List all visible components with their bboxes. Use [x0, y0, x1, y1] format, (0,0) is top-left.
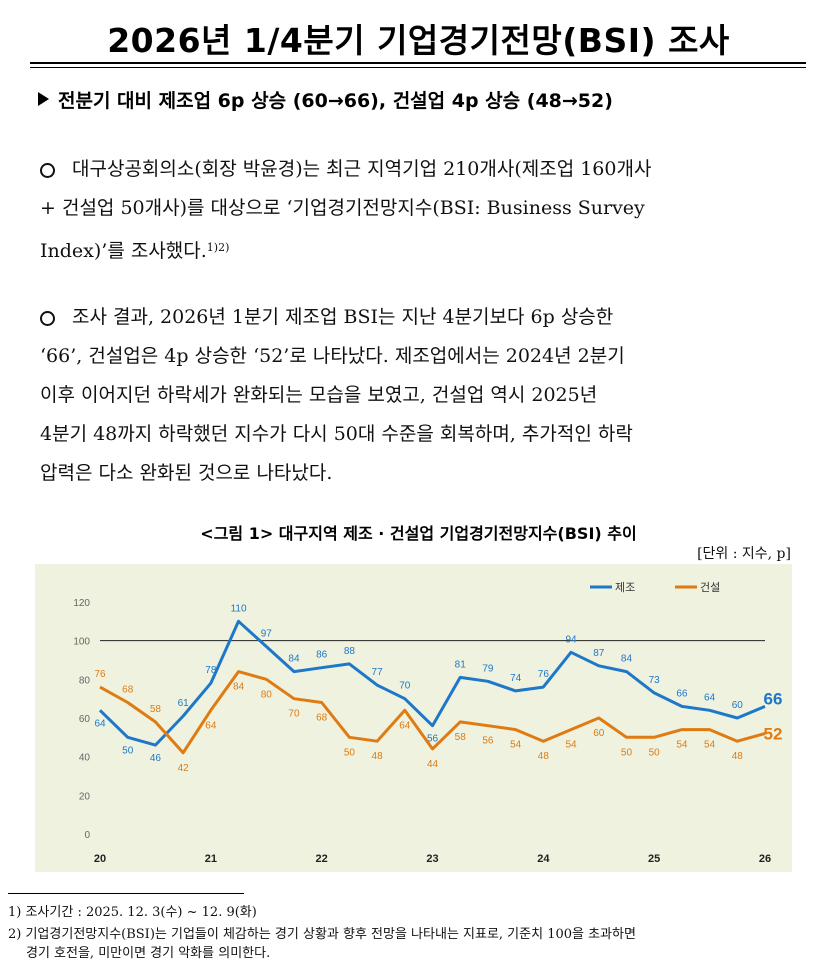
circle-bullet-icon — [40, 163, 55, 178]
footnote-2: 2) 기업경기전망지수(BSI)는 기업들이 체감하는 경기 상황과 향후 전망… — [8, 925, 636, 963]
data-label: 52 — [764, 724, 783, 743]
data-label: 66 — [676, 688, 688, 699]
y-tick-label: 40 — [79, 753, 91, 764]
data-label: 110 — [231, 603, 247, 614]
paragraph-line: 이후 이어지던 하락세가 완화되는 모습을 보였고, 건설업 역시 2025년 — [40, 384, 598, 406]
paragraph-line: 압력은 다소 완화된 것으로 나타났다. — [40, 462, 333, 484]
data-label: 64 — [704, 692, 716, 703]
data-label: 88 — [344, 646, 356, 657]
chart-svg: 0 20 40 60 80 100 120 20 21 22 23 24 25 26 64 50 46 61 78 1… — [73, 581, 783, 865]
x-tick-label: 26 — [759, 853, 771, 865]
x-tick-label: 21 — [205, 853, 217, 865]
title-rule-thick — [30, 62, 806, 64]
data-label: 50 — [621, 747, 633, 758]
data-label: 64 — [94, 718, 106, 729]
circle-bullet-icon — [40, 311, 55, 326]
x-tick-label: 25 — [648, 853, 660, 865]
paragraph-survey-results: 조사 결과, 2026년 1분기 제조업 BSI는 지난 4분기보다 6p 상승… — [40, 298, 818, 493]
data-label: 58 — [455, 732, 467, 743]
data-label: 64 — [205, 720, 217, 731]
data-label: 81 — [455, 659, 467, 670]
footnote-2-line: 경기 호전을, 미만이면 경기 악화를 의미한다. — [26, 946, 271, 961]
summary-subtitle-text: 전분기 대비 제조업 6p 상승 (60→66), 건설업 4p 상승 (48→… — [58, 90, 613, 112]
x-tick-label: 24 — [537, 853, 550, 865]
data-label: 44 — [427, 759, 439, 770]
data-label: 97 — [261, 628, 273, 639]
data-label: 68 — [316, 713, 328, 724]
y-tick-label: 60 — [79, 714, 91, 725]
data-label: 60 — [593, 728, 605, 739]
data-label: 84 — [621, 654, 633, 665]
data-label: 77 — [372, 667, 384, 678]
data-label: 84 — [288, 654, 300, 665]
data-label: 46 — [150, 753, 162, 764]
series-line-manufacturing — [98, 619, 766, 747]
data-label: 66 — [764, 689, 783, 708]
data-label: 61 — [178, 698, 190, 709]
data-label: 58 — [150, 704, 162, 715]
figure-caption: <그림 1> 대구지역 제조 · 건설업 기업경기전망지수(BSI) 추이 — [200, 524, 637, 543]
data-label: 50 — [344, 747, 356, 758]
data-label: 74 — [510, 673, 522, 684]
data-label: 64 — [399, 720, 411, 731]
triangle-bullet-icon — [38, 92, 49, 106]
x-tick-label: 20 — [94, 853, 106, 865]
data-label: 48 — [372, 751, 384, 762]
paragraph-line: 대구상공회의소(회장 박윤경)는 최근 지역기업 210개사(제조업 160개사 — [72, 158, 652, 180]
footnote-1: 1) 조사기간 : 2025. 12. 3(수) ~ 12. 9(화) — [8, 905, 257, 920]
data-label: 54 — [510, 740, 522, 751]
y-tick-label: 20 — [79, 791, 91, 802]
document-title: 2026년 1/4분기 기업경기전망(BSI) 조사 — [107, 21, 730, 60]
figure-unit-label: [단위 : 지수, p] — [697, 546, 791, 562]
legend-label: 건설 — [700, 581, 720, 594]
y-tick-label: 80 — [79, 675, 91, 686]
data-label: 50 — [122, 745, 134, 756]
data-label: 76 — [94, 669, 106, 680]
data-label: 80 — [261, 689, 273, 700]
paragraph-line: + 건설업 50개사)를 대상으로 ‘기업경기전망지수(BSI: Busines… — [40, 197, 645, 219]
y-tick-label: 0 — [84, 830, 90, 841]
paragraph-line: ‘66’, 건설업은 4p 상승한 ‘52’로 나타났다. 제조업에서는 202… — [40, 345, 625, 367]
summary-subtitle: 전분기 대비 제조업 6p 상승 (60→66), 건설업 4p 상승 (48→… — [38, 86, 613, 113]
data-label: 54 — [704, 740, 716, 751]
data-label: 76 — [538, 669, 550, 680]
data-label: 56 — [482, 736, 494, 747]
paragraph-line: 4분기 48까지 하락했던 지수가 다시 50대 수준을 회복하며, 추가적인 … — [40, 423, 633, 445]
x-tick-label: 23 — [426, 853, 438, 865]
data-label: 50 — [649, 747, 661, 758]
title-rule-thin — [30, 67, 806, 68]
footnote-reference: 1)2) — [206, 241, 230, 254]
data-label: 68 — [122, 685, 134, 696]
data-label: 48 — [538, 751, 550, 762]
series-line-construction — [99, 670, 766, 755]
legend-label: 제조 — [615, 581, 635, 594]
data-label: 84 — [233, 682, 245, 693]
y-tick-label: 120 — [73, 598, 90, 609]
data-label: 87 — [593, 648, 605, 659]
paragraph-survey-overview: 대구상공회의소(회장 박윤경)는 최근 지역기업 210개사(제조업 160개사… — [40, 150, 818, 271]
data-label: 70 — [288, 709, 300, 720]
y-tick-label: 100 — [73, 637, 90, 648]
paragraph-line: Index)’를 조사했다.1)2) — [40, 240, 230, 262]
footnote-divider — [8, 893, 244, 894]
data-label: 78 — [205, 665, 217, 676]
data-label: 70 — [399, 681, 411, 692]
paragraph-line: 조사 결과, 2026년 1분기 제조업 BSI는 지난 4분기보다 6p 상승… — [72, 306, 614, 328]
x-tick-label: 22 — [316, 853, 328, 865]
data-label: 54 — [676, 740, 688, 751]
data-label: 73 — [649, 675, 661, 686]
data-label: 60 — [732, 700, 744, 711]
bsi-line-chart: 0 20 40 60 80 100 120 20 21 22 23 24 25 26 64 50 46 61 78 1… — [35, 564, 792, 872]
data-label: 42 — [178, 763, 190, 774]
data-label: 54 — [565, 740, 577, 751]
data-label: 48 — [732, 751, 744, 762]
footnote-2-line: 2) 기업경기전망지수(BSI)는 기업들이 체감하는 경기 상황과 향후 전망… — [8, 927, 636, 942]
data-label: 86 — [316, 650, 328, 661]
data-label: 94 — [565, 634, 577, 645]
data-label: 56 — [427, 734, 439, 745]
data-label: 79 — [482, 663, 494, 674]
